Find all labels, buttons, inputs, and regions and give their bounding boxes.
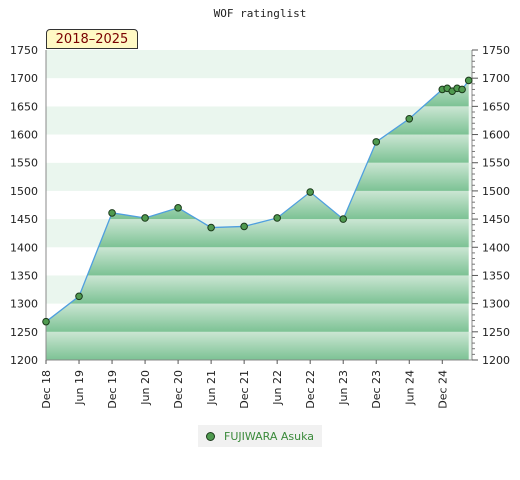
x-tick-label: Dec 21 [238, 370, 251, 409]
y-tick-label-left: 1550 [10, 157, 38, 170]
background-band [46, 78, 472, 107]
y-tick-label-right: 1450 [482, 213, 510, 226]
x-tick-label: Dec 19 [106, 370, 119, 409]
area-band [46, 275, 469, 304]
y-tick-label-right: 1400 [482, 241, 510, 254]
data-point[interactable] [42, 317, 50, 326]
x-tick-label: Jun 22 [271, 370, 284, 406]
y-tick-label-left: 1250 [10, 326, 38, 339]
background-band [46, 50, 472, 79]
x-tick-label: Dec 22 [304, 370, 317, 409]
legend-marker [206, 431, 215, 441]
y-tick-label-left: 1350 [10, 269, 38, 282]
y-tick-label-right: 1650 [482, 100, 510, 113]
data-point[interactable] [273, 214, 281, 222]
y-tick-label-left: 1400 [10, 241, 38, 254]
data-point[interactable] [339, 215, 348, 223]
data-point[interactable] [405, 114, 414, 123]
y-tick-label-left: 1450 [10, 213, 38, 226]
x-tick-label: Dec 18 [40, 370, 53, 409]
area-band [46, 247, 469, 276]
x-tick-label: Jun 20 [139, 370, 152, 406]
plot-area: 1200 1200 1250 1250 1300 1300 1350 1350 1400 1400… [10, 44, 510, 409]
data-point[interactable] [75, 292, 83, 301]
y-tick-label-left: 1300 [10, 298, 38, 311]
y-tick-label-right: 1350 [482, 269, 510, 282]
x-tick-label: Dec 20 [172, 370, 185, 409]
date-range-badge: 2018–2025 [46, 29, 138, 49]
data-point[interactable] [458, 85, 466, 94]
y-tick-label-right: 1250 [482, 326, 510, 339]
data-point[interactable] [207, 223, 215, 232]
y-tick-label-right: 1300 [482, 298, 510, 311]
data-point[interactable] [240, 222, 248, 231]
y-tick-label-right: 1550 [482, 157, 510, 170]
data-point[interactable] [306, 188, 314, 196]
legend[interactable]: FUJIWARA Asuka [198, 425, 322, 447]
area-band [46, 219, 469, 248]
x-tick-label: Jun 19 [73, 370, 86, 406]
y-tick-label-right: 1500 [482, 185, 510, 198]
y-tick-label-left: 1600 [10, 129, 38, 142]
x-tick-label: Jun 24 [403, 370, 416, 406]
legend-label: FUJIWARA Asuka [224, 429, 315, 443]
y-tick-label-right: 1200 [482, 354, 510, 367]
y-tick-label-left: 1750 [10, 44, 38, 57]
x-tick-label: Jun 21 [205, 370, 218, 406]
y-tick-label-left: 1650 [10, 100, 38, 113]
data-point[interactable] [141, 214, 149, 222]
data-point[interactable] [464, 76, 473, 85]
data-point[interactable] [372, 138, 381, 146]
data-point[interactable] [108, 209, 116, 217]
x-tick-label: Jun 23 [337, 370, 350, 406]
y-tick-label-right: 1600 [482, 129, 510, 142]
chart-title: WOF ratinglist [214, 7, 307, 20]
data-point[interactable] [174, 204, 182, 212]
area-band [46, 331, 469, 360]
y-tick-label-left: 1700 [10, 72, 38, 85]
y-tick-label-left: 1500 [10, 185, 38, 198]
y-tick-label-right: 1700 [482, 72, 510, 85]
x-tick-label: Dec 24 [436, 370, 449, 409]
y-tick-label-left: 1200 [10, 354, 38, 367]
y-tick-label-right: 1750 [482, 44, 510, 57]
x-tick-label: Dec 23 [370, 370, 383, 409]
area-band [46, 303, 469, 332]
